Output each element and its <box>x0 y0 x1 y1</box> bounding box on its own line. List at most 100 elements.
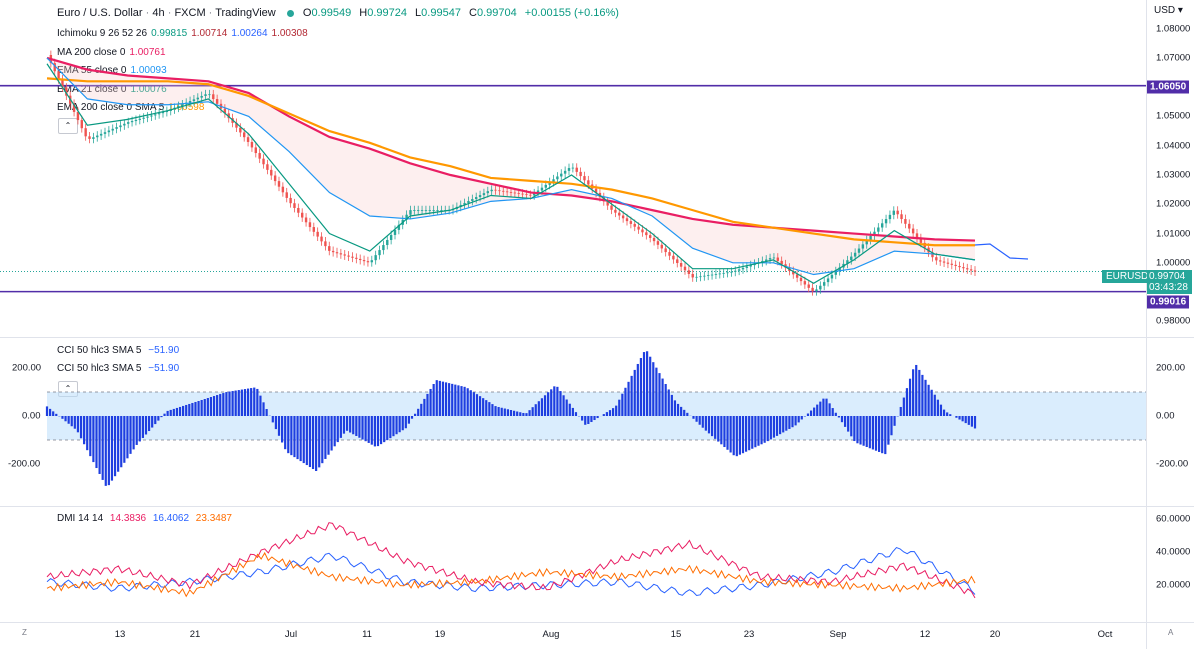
candle-body <box>811 287 814 292</box>
candle-body <box>672 255 675 260</box>
candle-body <box>695 276 698 278</box>
candle-body <box>679 263 683 267</box>
candle-body <box>881 223 884 228</box>
candle-body <box>134 119 138 122</box>
candle-body <box>417 210 420 211</box>
symbol-tag-label: EURUSD <box>1106 271 1149 282</box>
candle-body <box>192 99 196 102</box>
indicator-value: 1.00308 <box>271 28 308 39</box>
candle-body <box>154 114 157 116</box>
indicator-name: Ichimoku 9 26 52 26 <box>57 28 148 39</box>
last-price-tag: 0.99704 03:43:28 <box>1147 270 1192 294</box>
candle-body <box>188 101 192 103</box>
candle-body <box>884 219 888 224</box>
price-axis-border <box>1146 0 1147 649</box>
candle-body <box>560 173 563 177</box>
collapse-legend-button[interactable]: ⌃ <box>58 118 78 134</box>
candle-body <box>583 176 586 181</box>
candle-body <box>215 99 219 104</box>
candle-body <box>204 94 207 96</box>
dmi-legend-name: DMI 14 14 <box>57 513 104 524</box>
candle-body <box>65 87 68 96</box>
candle-body <box>966 268 969 270</box>
chevron-up-icon: ⌃ <box>64 121 72 130</box>
zoom-toggle[interactable]: Z <box>22 628 27 637</box>
candle-body <box>683 266 687 271</box>
price-chart[interactable] <box>0 0 1146 336</box>
cci-axis-label: 0.00 <box>1156 410 1175 422</box>
candle-body <box>606 201 609 206</box>
candle-body <box>72 103 76 112</box>
indicator-legend-0: Ichimoku 9 26 52 26 0.99815 1.00714 1.00264… <box>57 28 312 39</box>
cci-axis-label: -200.00 <box>1156 458 1189 470</box>
ohlc-open: 0.99549 <box>311 7 352 19</box>
ma-line-ema-55-close-0 <box>46 57 976 276</box>
candle-body <box>641 229 644 233</box>
ma-line-ma-200-close-0 <box>46 56 976 242</box>
candle-body <box>177 106 180 108</box>
candle-body <box>471 199 474 201</box>
candle-body <box>618 212 621 216</box>
candle-body <box>80 120 83 129</box>
candle-body <box>463 202 466 205</box>
time-axis-label: 21 <box>189 629 201 640</box>
dmi-minus-di: 14.3836 <box>109 513 147 524</box>
candle-body <box>904 219 907 224</box>
indicator-value: 1.00093 <box>130 65 167 76</box>
pane-separator-1[interactable] <box>0 337 1194 338</box>
candle-body <box>722 272 725 274</box>
price-axis-label: 0.98000 <box>1156 315 1191 327</box>
auto-scale-toggle[interactable]: A <box>1168 628 1174 637</box>
exchange: FXCM <box>174 7 206 19</box>
candle-body <box>513 192 517 194</box>
candle-body <box>710 274 714 276</box>
chart-title-row: Euro / U.S. Dollar · 4h · FXCM · Trading… <box>57 7 619 19</box>
indicator-value: 1.00264 <box>231 28 268 39</box>
candle-body <box>826 278 830 283</box>
candle-body <box>475 197 478 200</box>
candle-body <box>517 193 520 194</box>
candle-body <box>370 260 373 263</box>
candle-body <box>649 235 652 238</box>
candle-body <box>776 257 779 261</box>
time-axis-label: 13 <box>114 629 126 640</box>
candle-body <box>150 115 153 117</box>
candle-body <box>745 266 749 268</box>
candle-body <box>969 269 973 271</box>
candle-body <box>803 281 807 285</box>
dmi-legend: DMI 14 14 14.3836 16.4062 23.3487 <box>57 513 236 524</box>
indicator-name: MA 200 close 0 <box>57 46 126 58</box>
candle-body <box>389 234 393 240</box>
ohlc-high-label: H <box>359 7 368 19</box>
candle-body <box>614 209 617 213</box>
cci-chart[interactable] <box>0 338 1146 506</box>
candle-body <box>571 167 575 169</box>
candle-body <box>103 132 107 134</box>
last-price: 0.99704 <box>1149 271 1186 282</box>
candle-body <box>707 275 710 276</box>
candle-body <box>935 257 938 261</box>
platform-name: TradingView <box>215 7 276 19</box>
interval[interactable]: 4h <box>152 7 165 19</box>
candle-body <box>308 222 312 228</box>
lower-line-price-tag: 0.99016 <box>1147 295 1190 309</box>
pane-separator-2[interactable] <box>0 506 1194 507</box>
symbol-name[interactable]: Euro / U.S. Dollar <box>57 7 143 19</box>
dmi-plus-di: 16.4062 <box>152 513 190 524</box>
candle-body <box>629 221 633 224</box>
candle-body <box>962 267 965 269</box>
dmi-line-adx <box>46 551 976 598</box>
candle-body <box>529 194 532 196</box>
ohlc-high: 0.99724 <box>367 7 407 19</box>
candle-body <box>115 127 118 129</box>
currency-selector[interactable]: USD ▾ <box>1154 5 1183 16</box>
candle-body <box>440 210 443 211</box>
dmi-chart[interactable] <box>0 507 1146 622</box>
candle-body <box>521 193 524 195</box>
candle-body <box>273 175 277 182</box>
candle-body <box>734 270 737 272</box>
price-axis-label: 1.05000 <box>1156 110 1191 122</box>
time-axis-label: 23 <box>743 629 755 640</box>
candle-body <box>563 170 567 174</box>
candle-body <box>494 189 497 191</box>
